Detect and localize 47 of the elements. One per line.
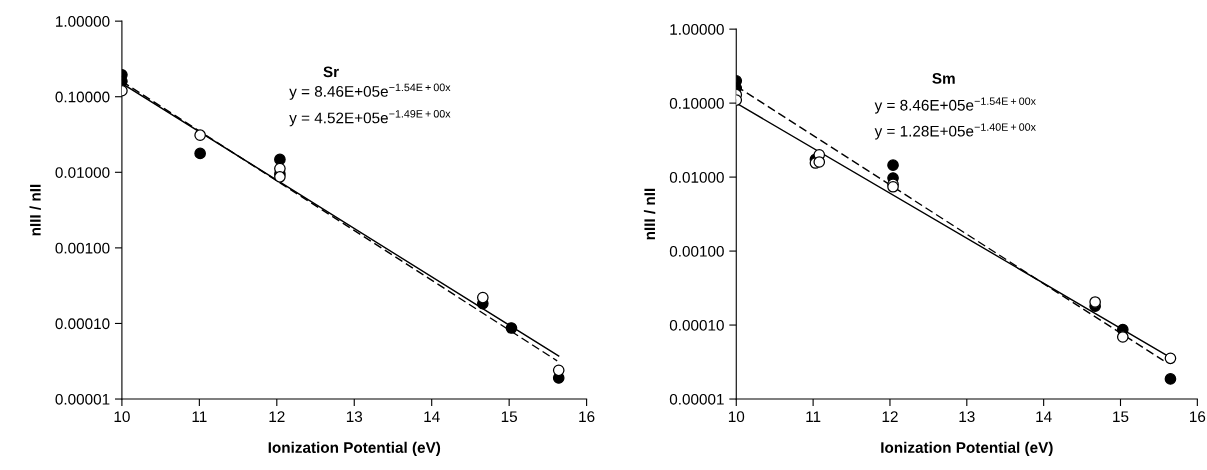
x-tick-label: 13	[959, 411, 975, 423]
y-tick-label: 0.00010	[669, 319, 724, 331]
x-tick-label: 11	[192, 411, 207, 422]
x-tick-label: 15	[501, 411, 518, 423]
x-tick-label: 16	[1190, 411, 1206, 423]
x-tick-label: 10	[728, 411, 745, 423]
y-tick-label: 0.00010	[55, 318, 110, 330]
x-tick-label: 10	[114, 411, 130, 423]
y-tick-label: 0.00001	[669, 393, 724, 405]
x-tick-label: 14	[1036, 411, 1052, 422]
annotation: y = 4.52E+05e$^{−1.49E+00x}$	[289, 110, 451, 127]
annotation: y = 8.46E+05e$^{−1.54E+00x}$	[874, 97, 1036, 114]
point	[1116, 331, 1129, 343]
x-tick-label: 14	[424, 411, 440, 422]
x-tick-label: 13	[346, 411, 363, 423]
y-tick-label: 0.00100	[669, 245, 724, 257]
annotation: y = 8.46E+05e$^{−1.54E+00x}$	[289, 83, 451, 100]
y-tick-label: 0.10000	[55, 91, 110, 103]
point	[194, 147, 206, 160]
point	[813, 156, 826, 168]
x-tick-label: 16	[579, 411, 595, 423]
point	[1164, 373, 1177, 385]
point	[505, 322, 518, 334]
y-tick-label: 0.00001	[55, 393, 110, 405]
y-tick-label: 0.10000	[669, 97, 724, 109]
text: Sr	[323, 66, 339, 78]
y-tick-label: 1.00000	[670, 24, 724, 35]
x-axis-title: Ionization Potential (eV)	[881, 441, 1053, 456]
y-tick-label: 1.00000	[56, 16, 110, 27]
annotation: y = 1.28E+05e$^{−1.40E+00x}$	[874, 123, 1036, 140]
y-axis-title: nIII / nII	[29, 184, 41, 236]
x-tick-label: 12	[882, 411, 898, 422]
point	[476, 291, 489, 304]
text: Sm	[932, 73, 955, 84]
point	[1089, 296, 1101, 308]
x-tick-label: 11	[806, 411, 821, 422]
point	[194, 129, 206, 142]
y-tick-label: 0.00100	[55, 242, 110, 254]
x-axis-title: Ionization Potential (eV)	[268, 441, 441, 456]
x-tick-label: 15	[1113, 411, 1129, 423]
y-axis-title: nIII / nII	[643, 188, 656, 240]
y-tick-label: 0.01000	[55, 167, 110, 178]
point	[1164, 352, 1177, 365]
point	[887, 159, 899, 171]
y-tick-label: 0.01000	[669, 171, 724, 183]
x-tick-label: 12	[269, 411, 285, 422]
point	[552, 364, 565, 377]
